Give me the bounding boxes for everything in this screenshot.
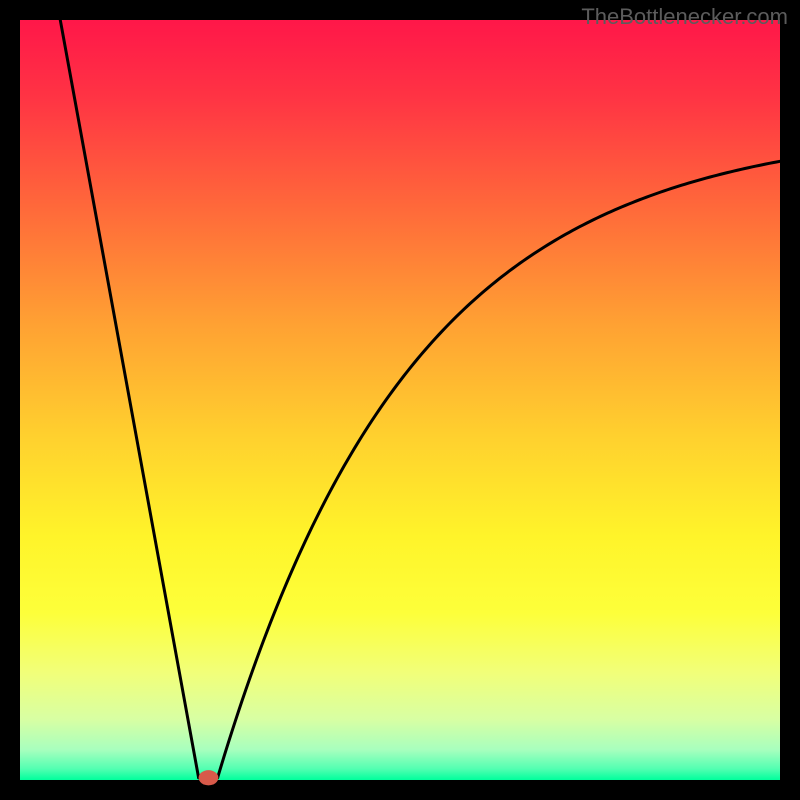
bottleneck-chart <box>0 0 800 800</box>
attribution-text: TheBottlenecker.com <box>581 4 788 30</box>
figure-container: TheBottlenecker.com <box>0 0 800 800</box>
